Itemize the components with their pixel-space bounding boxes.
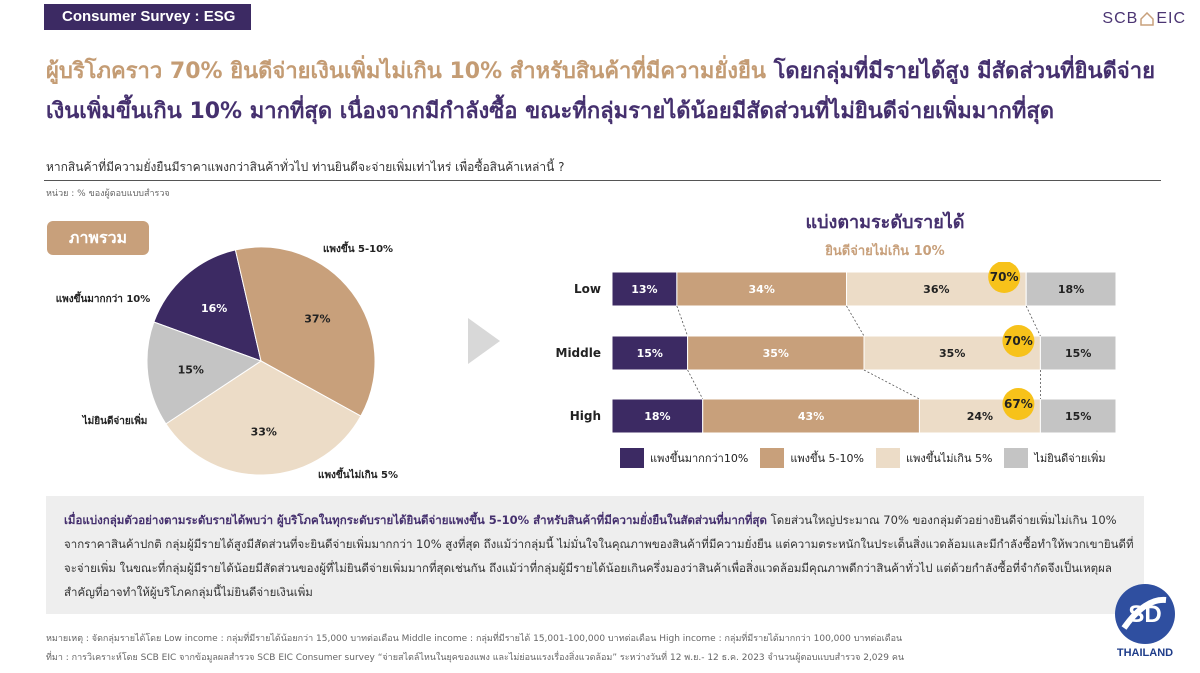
sd-thailand-badge: SD THAILAND (1115, 584, 1175, 659)
bar-segment (702, 398, 920, 434)
bar-value-label: 35% (763, 347, 789, 360)
legend-item: แพงขึ้น 5-10% (760, 448, 864, 468)
callout-label: 67% (1004, 397, 1033, 411)
pie-slice (153, 249, 262, 362)
legend-label: แพงขึ้น 5-10% (790, 452, 864, 465)
pie-category-label: แพงขึ้น 5-10% (323, 241, 393, 255)
bar-segment (676, 271, 848, 307)
callout-label: 70% (1004, 334, 1033, 348)
bar-category-label: Middle (556, 346, 602, 360)
bar-value-label: 13% (631, 283, 657, 296)
pie-value-label: 37% (304, 312, 330, 325)
bar-value-label: 18% (644, 410, 670, 423)
pie-value-label: 15% (178, 363, 204, 376)
bar-segment (687, 335, 865, 371)
bar-value-label: 15% (1065, 410, 1091, 423)
logo-right-text: EIC (1156, 10, 1186, 27)
summary-emphasis: เมื่อแบ่งกลุ่มตัวอย่างตามระดับรายได้พบว่… (64, 513, 767, 527)
page-headline: ผู้บริโภคราว 70% ยินดีจ่ายเงินเพิ่มไม่เก… (46, 52, 1166, 132)
callout-label: 70% (990, 270, 1019, 284)
pie-slice (234, 246, 376, 417)
bar-value-label: 15% (637, 347, 663, 360)
bar-segment (1039, 335, 1117, 371)
headline-part-b: โดยกลุ่มที่มีรายได้สูง มีสัดส่วนที่ยินดี… (46, 59, 1155, 124)
bar-value-label: 15% (1065, 347, 1091, 360)
connector-line (863, 369, 920, 400)
source-note: ที่มา : การวิเคราะห์โดย SCB EIC จากข้อมู… (46, 653, 905, 663)
connector-line (676, 305, 688, 337)
bar-value-label: 24% (967, 410, 993, 423)
legend-item: แพงขึ้นมากกว่า10% (620, 448, 748, 468)
bar-value-label: 35% (939, 347, 965, 360)
unit-note: หน่วย : % ของผู้ตอบแบบสำรวจ (46, 189, 170, 199)
stacked-bar-chart: Low 13% 34% 36% 18% 70% Middle 15% 35% 35% 15% 70% H… (556, 262, 1117, 434)
badge-mark: SD (1128, 601, 1161, 628)
legend-label: แพงขึ้นมากกว่า10% (650, 452, 749, 465)
bar-legend: แพงขึ้นมากกว่า10% แพงขึ้น 5-10% แพงขึ้นไ… (620, 448, 1106, 468)
headline-part-a: ผู้บริโภคราว 70% ยินดีจ่ายเงินเพิ่มไม่เก… (46, 59, 766, 84)
pie-value-label: 33% (251, 426, 277, 439)
bar-segment (611, 335, 689, 371)
pie-chart: 16% แพงขึ้นมากกว่า 10% 37% แพงขึ้น 5-10% 33%… (56, 241, 398, 481)
bar-value-label: 18% (1058, 283, 1084, 296)
survey-question: หากสินค้าที่มีความยั่งยืนมีราคาแพงกว่าสิ… (46, 160, 565, 174)
summary-box: เมื่อแบ่งกลุ่มตัวอย่างตามระดับรายได้พบว่… (46, 496, 1144, 614)
section-tag: Consumer Survey : ESG (44, 4, 252, 30)
bar-category-label: High (570, 409, 601, 423)
bar-segment (1039, 398, 1117, 434)
pie-category-label: ไม่ยินดีจ่ายเพิ่ม (82, 413, 148, 427)
callout-circle (1002, 325, 1035, 357)
connector-line (846, 305, 865, 337)
logo-left-text: SCB (1102, 10, 1139, 27)
bar-segment (1025, 271, 1117, 307)
bar-value-label: 43% (798, 410, 824, 423)
legend-swatch (875, 448, 900, 468)
pie-slice (146, 321, 263, 425)
badge-label: THAILAND (1117, 647, 1173, 659)
divider (44, 180, 1161, 181)
legend-item: แพงขึ้นไม่เกิน 5% (875, 448, 993, 468)
overall-chip: ภาพรวม (47, 221, 149, 255)
bar-chart-subtitle: ยินดีจ่ายไม่เกิน 10% (825, 244, 945, 259)
footnote: หมายเหตุ : จัดกลุ่มรายได้โดย Low income … (46, 634, 903, 644)
bar-value-label: 34% (749, 283, 775, 296)
legend-swatch (760, 448, 785, 468)
pie-category-label: แพงขึ้นมากกว่า 10% (56, 291, 151, 305)
scb-eic-logo: SCB EIC (1102, 10, 1186, 28)
bar-category-label: Low (574, 282, 601, 296)
legend-swatch (620, 448, 644, 468)
summary-text: โดยส่วนใหญ่ประมาณ 70% ของกลุ่มตัวอย่างยิ… (64, 513, 1134, 599)
connector-line (1025, 305, 1041, 337)
callout-circle (988, 262, 1021, 293)
house-icon (1140, 12, 1155, 26)
bar-value-label: 36% (923, 283, 949, 296)
connector-line (687, 369, 704, 400)
arrow-right-icon (468, 318, 500, 364)
legend-item: ไม่ยินดีจ่ายเพิ่ม (1004, 448, 1106, 468)
legend-swatch (1004, 448, 1029, 468)
legend-label: ไม่ยินดีจ่ายเพิ่ม (1034, 452, 1106, 465)
bar-segment (611, 398, 704, 434)
callout-circle (1002, 388, 1035, 420)
pie-value-label: 16% (201, 302, 227, 315)
legend-label: แพงขึ้นไม่เกิน 5% (905, 452, 993, 465)
pie-slice (165, 360, 362, 476)
bar-chart-title: แบ่งตามระดับรายได้ (805, 212, 965, 233)
pie-category-label: แพงขึ้นไม่เกิน 5% (318, 467, 398, 481)
